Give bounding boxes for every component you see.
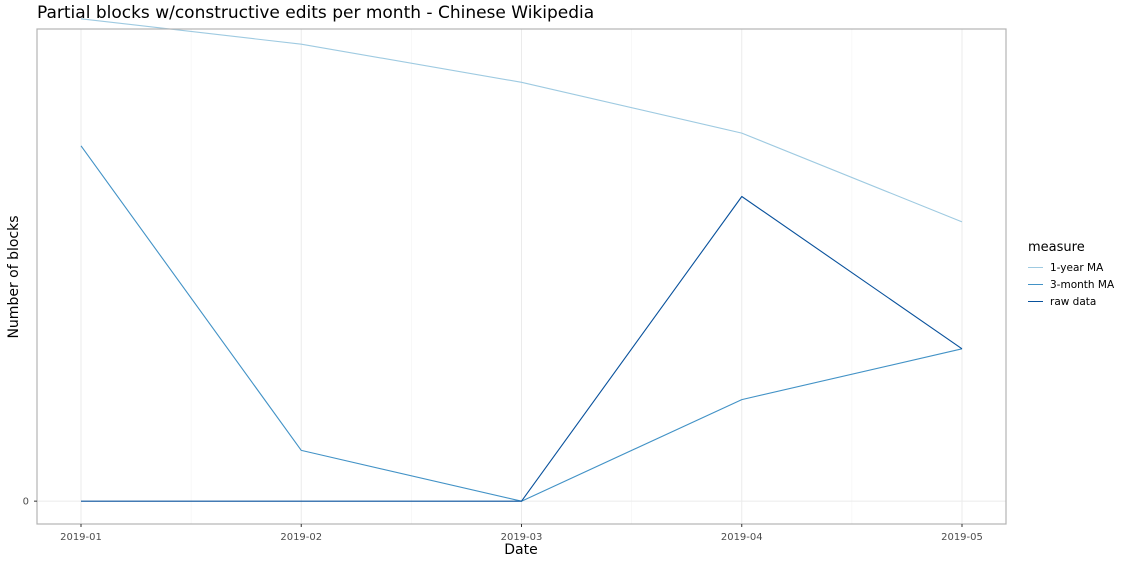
x-tick-label: 2019-01 [60,532,102,543]
x-tick-label: 2019-05 [941,532,983,543]
x-tick-label: 2019-04 [721,532,763,543]
legend-label: 1-year MA [1050,261,1104,274]
series-line-0 [80,18,963,223]
x-tick-label: 2019-03 [501,532,543,543]
legend-label: raw data [1050,295,1097,308]
legend-key [1028,267,1043,268]
legend-key [1028,301,1043,302]
legend-item-2: raw data [1028,293,1114,310]
chart-title: Partial blocks w/constructive edits per … [37,3,595,23]
legend-title: measure [1028,240,1085,255]
y-tick-label: 0 [23,497,29,508]
legend-label: 3-month MA [1050,278,1115,291]
legend: measure 1-year MA 3-month MA raw data [1028,240,1114,310]
x-axis-label: Date [504,542,538,558]
legend-key [1028,284,1043,285]
legend-item-0: 1-year MA [1028,259,1114,276]
legend-item-1: 3-month MA [1028,276,1114,293]
series-line-2 [81,195,963,502]
x-tick-label: 2019-02 [280,532,322,543]
